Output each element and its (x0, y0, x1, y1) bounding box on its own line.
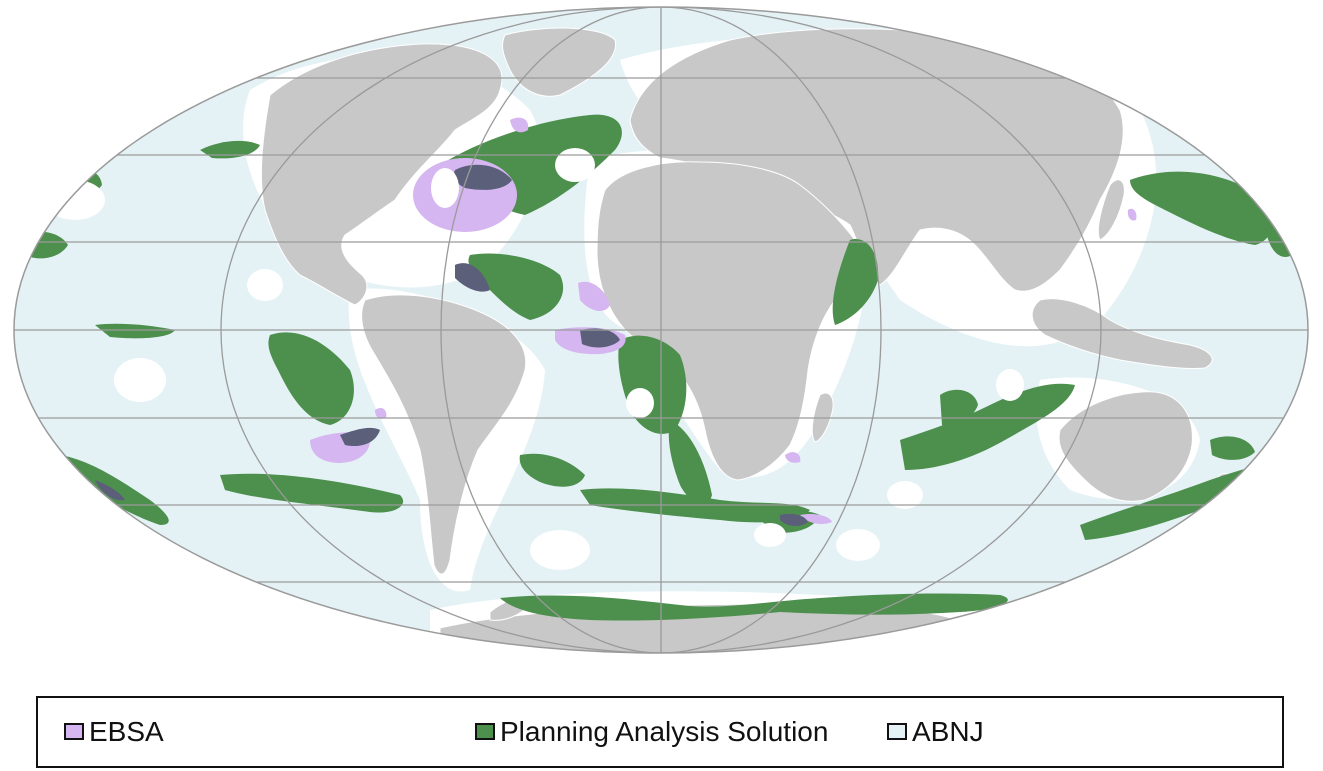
ebsa-swatch (64, 723, 84, 740)
south-america (361, 294, 527, 575)
australia (1058, 391, 1193, 502)
north-america (260, 43, 503, 306)
globe-outline (13, 6, 1309, 654)
land-masses (260, 27, 1230, 653)
maritime-southeast-asia (1031, 298, 1213, 369)
legend-item-abnj: ABNJ (887, 698, 984, 765)
legend-label-planning: Planning Analysis Solution (500, 715, 829, 747)
abnj-swatch (887, 723, 907, 740)
planning-swatch (475, 723, 495, 740)
legend-label-abnj: ABNJ (912, 715, 984, 747)
legend-label-ebsa: EBSA (89, 715, 164, 747)
legend-item-ebsa: EBSA (64, 698, 164, 765)
japan (1097, 179, 1125, 241)
overlap-areas (95, 164, 808, 526)
legend-item-planning: Planning Analysis Solution (475, 698, 828, 765)
world-map (13, 6, 1309, 654)
legend: EBSA Planning Analysis Solution ABNJ (36, 696, 1284, 768)
